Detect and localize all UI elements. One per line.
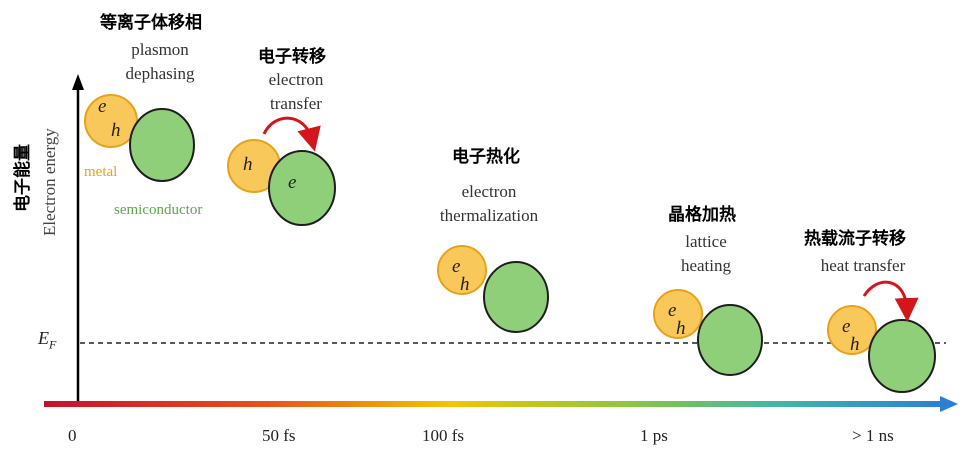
metal-label: metal	[84, 164, 118, 180]
stage3-electron-symbol: e	[452, 256, 461, 277]
stage1-hole-symbol: h	[111, 120, 121, 141]
stage1-title-cn: 等离子体移相	[100, 13, 202, 33]
tick-50fs: 50 fs	[262, 426, 296, 445]
semiconductor-particle-2	[268, 150, 336, 226]
stage4-electron-symbol: e	[668, 300, 677, 321]
stage5-electron-symbol: e	[842, 316, 851, 337]
metal-particle-4	[653, 289, 703, 339]
stage3-desc: electron thermalization	[439, 182, 539, 225]
stage5-hole-symbol: h	[850, 334, 860, 355]
stage2-desc: electron transfer	[268, 70, 324, 113]
stage4-desc: lattice heating	[680, 232, 732, 275]
stage4-hole-symbol: h	[676, 318, 686, 339]
semiconductor-particle-1	[129, 108, 195, 182]
tick-0: 0	[68, 426, 77, 445]
stage5-title-cn: 热载流子转移	[804, 229, 906, 249]
metal-particle-3	[437, 245, 487, 295]
tick-1ns: > 1 ns	[852, 426, 894, 445]
stage1-desc: plasmon dephasing	[125, 40, 195, 83]
semiconductor-particle-5	[868, 319, 936, 393]
y-axis-label-en: Electron energy	[40, 128, 59, 236]
stage3-hole-symbol: h	[460, 274, 470, 295]
tick-100fs: 100 fs	[422, 426, 465, 445]
semiconductor-particle-4	[697, 304, 763, 376]
stage2-hole-symbol: h	[243, 154, 253, 175]
semiconductor-particle-3	[483, 261, 549, 333]
time-axis-arrowhead	[940, 396, 958, 412]
y-axis-label-cn: 电子能量	[13, 144, 33, 212]
metal-particle-5	[827, 305, 877, 355]
time-axis-bar	[44, 401, 944, 407]
stage4-title-cn: 晶格加热	[668, 205, 736, 225]
tick-1ps: 1 ps	[640, 426, 668, 445]
stage1-electron-symbol: e	[98, 96, 107, 117]
heat-transfer-arrow	[862, 280, 919, 322]
stage2-electron-symbol: e	[288, 172, 297, 193]
electron-transfer-arrow	[262, 116, 321, 152]
stage5-desc: heat transfer	[820, 256, 906, 275]
stage3-title-cn: 电子热化	[452, 147, 520, 167]
y-axis-arrowhead	[72, 74, 84, 90]
stage2-title-cn: 电子转移	[258, 47, 326, 67]
fermi-level-label: EF	[38, 328, 57, 352]
semiconductor-label: semiconductor	[114, 202, 203, 218]
